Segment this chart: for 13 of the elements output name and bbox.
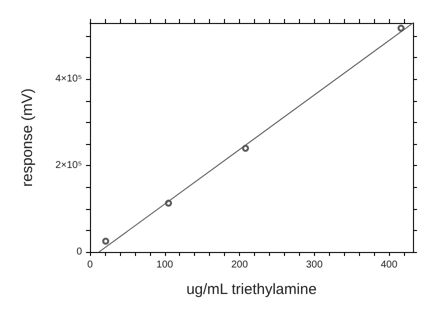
point bbox=[102, 238, 110, 245]
y-tick-label: 2×10⁵ bbox=[55, 160, 82, 172]
y-tick-label: 4×10⁵ bbox=[55, 74, 82, 85]
y-tick-label: 0 bbox=[76, 246, 82, 258]
x-tick-label: 100 bbox=[156, 260, 174, 270]
point bbox=[398, 24, 405, 32]
x-tick-label: 300 bbox=[306, 260, 324, 270]
point bbox=[242, 144, 250, 152]
x-tick-label: 400 bbox=[380, 260, 398, 270]
x-axis-title: ug/mL triethylamine bbox=[186, 281, 317, 298]
y-axis-title: response (mV) bbox=[19, 88, 36, 187]
x-tick-label: 200 bbox=[231, 260, 248, 270]
x-tick-label: 0 bbox=[87, 260, 94, 270]
